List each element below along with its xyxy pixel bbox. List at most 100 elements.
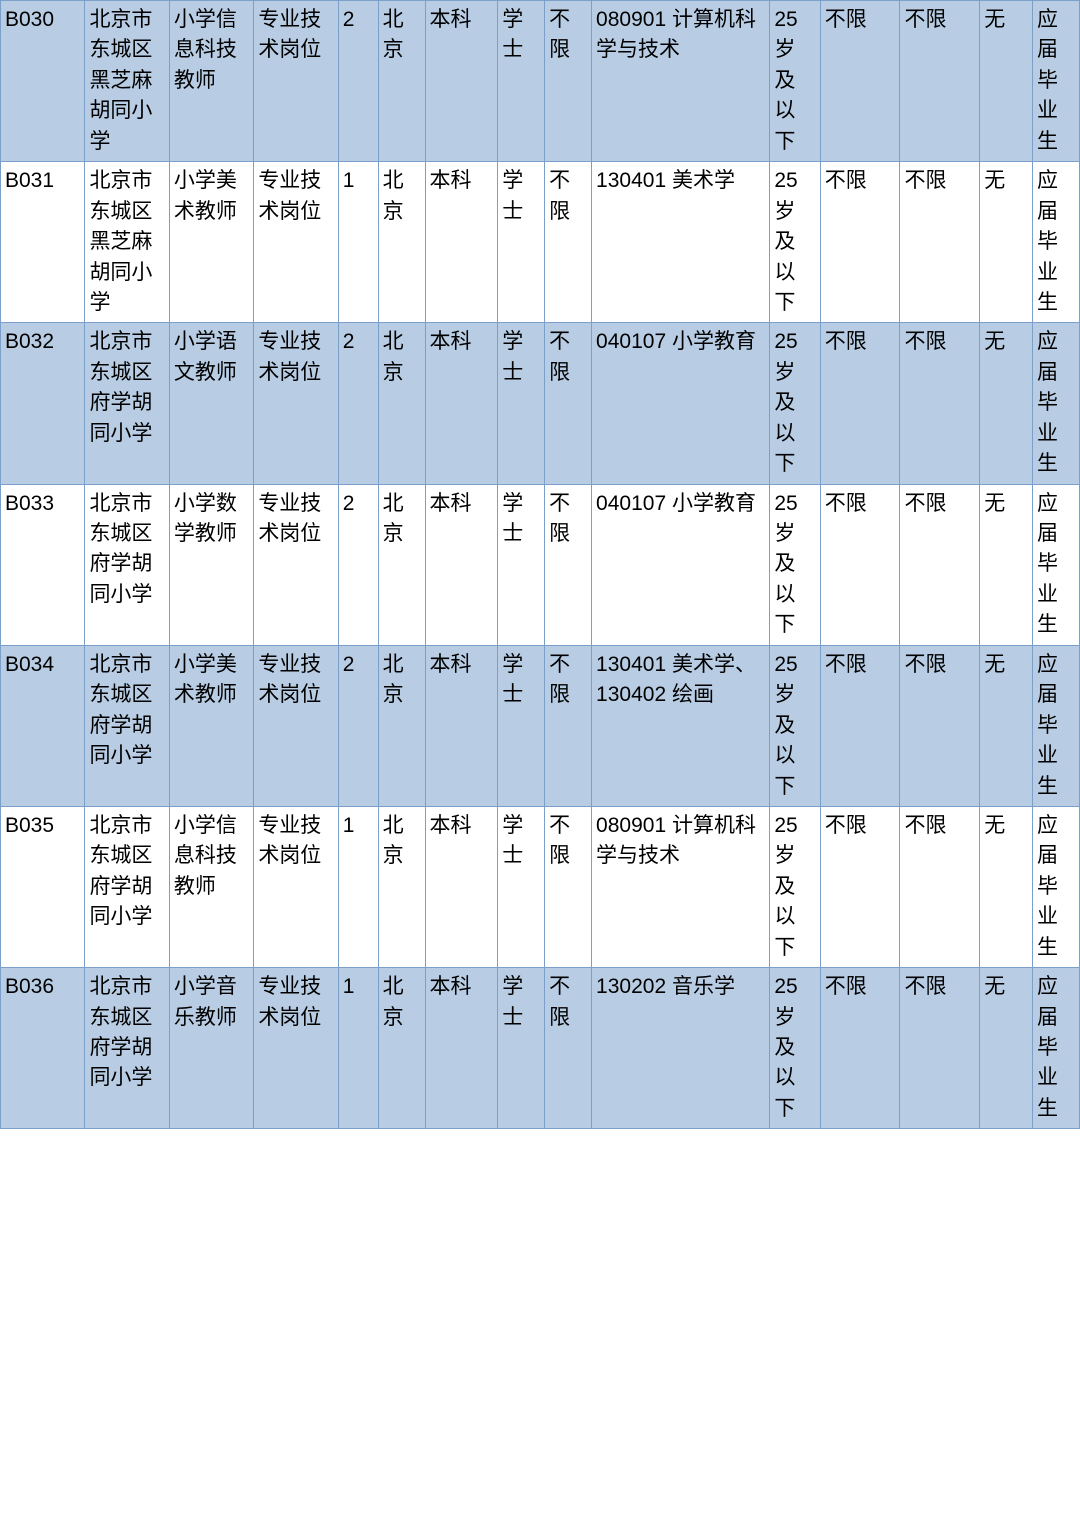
table-cell: 小学信息科技教师 — [169, 806, 253, 967]
table-cell: 25岁及以下 — [770, 162, 820, 323]
table-cell: 130202 音乐学 — [592, 968, 770, 1129]
table-cell: 本科 — [425, 162, 498, 323]
table-cell: 080901 计算机科学与技术 — [592, 806, 770, 967]
table-cell: 专业技术岗位 — [254, 968, 338, 1129]
table-cell: 北京 — [378, 484, 425, 645]
table-cell: B031 — [1, 162, 85, 323]
table-cell: 无 — [980, 323, 1033, 484]
table-cell: 不限 — [545, 806, 592, 967]
table-row: B031北京市东城区黑芝麻胡同小学小学美术教师专业技术岗位1北京本科学士不限13… — [1, 162, 1080, 323]
table-cell: 25岁及以下 — [770, 968, 820, 1129]
table-cell: 2 — [338, 323, 378, 484]
table-cell: 学士 — [498, 806, 545, 967]
table-cell: 不限 — [900, 806, 980, 967]
table-row: B032北京市东城区府学胡同小学小学语文教师专业技术岗位2北京本科学士不限040… — [1, 323, 1080, 484]
table-cell: B033 — [1, 484, 85, 645]
table-cell: B036 — [1, 968, 85, 1129]
table-cell: 小学语文教师 — [169, 323, 253, 484]
table-cell: 本科 — [425, 968, 498, 1129]
table-cell: 北京 — [378, 162, 425, 323]
table-cell: 学士 — [498, 1, 545, 162]
table-cell: 无 — [980, 162, 1033, 323]
table-cell: 无 — [980, 645, 1033, 806]
table-cell: 应届毕业生 — [1033, 806, 1080, 967]
table-cell: B030 — [1, 1, 85, 162]
table-cell: 学士 — [498, 968, 545, 1129]
table-cell: 不限 — [900, 968, 980, 1129]
table-cell: 不限 — [545, 162, 592, 323]
table-cell: 25岁及以下 — [770, 806, 820, 967]
table-cell: 不限 — [545, 1, 592, 162]
table-cell: 无 — [980, 968, 1033, 1129]
table-cell: 不限 — [545, 484, 592, 645]
table-cell: 2 — [338, 484, 378, 645]
recruitment-table: B030北京市东城区黑芝麻胡同小学小学信息科技教师专业技术岗位2北京本科学士不限… — [0, 0, 1080, 1129]
table-cell: 学士 — [498, 484, 545, 645]
table-cell: 不限 — [545, 323, 592, 484]
table-cell: 2 — [338, 645, 378, 806]
table-cell: 不限 — [820, 484, 900, 645]
table-cell: 北京市东城区府学胡同小学 — [85, 484, 169, 645]
table-cell: 不限 — [545, 645, 592, 806]
table-cell: 应届毕业生 — [1033, 162, 1080, 323]
table-cell: 25岁及以下 — [770, 645, 820, 806]
table-cell: 北京 — [378, 323, 425, 484]
table-cell: 不限 — [820, 968, 900, 1129]
table-cell: 北京市东城区黑芝麻胡同小学 — [85, 1, 169, 162]
table-cell: B035 — [1, 806, 85, 967]
table-cell: 应届毕业生 — [1033, 484, 1080, 645]
table-cell: 北京 — [378, 806, 425, 967]
table-cell: 无 — [980, 1, 1033, 162]
table-row: B035北京市东城区府学胡同小学小学信息科技教师专业技术岗位1北京本科学士不限0… — [1, 806, 1080, 967]
table-cell: 专业技术岗位 — [254, 1, 338, 162]
table-cell: 北京市东城区黑芝麻胡同小学 — [85, 162, 169, 323]
table-cell: 1 — [338, 806, 378, 967]
table-cell: 应届毕业生 — [1033, 323, 1080, 484]
table-cell: 小学美术教师 — [169, 645, 253, 806]
table-cell: 北京 — [378, 968, 425, 1129]
table-cell: 小学音乐教师 — [169, 968, 253, 1129]
table-cell: 学士 — [498, 645, 545, 806]
table-cell: 080901 计算机科学与技术 — [592, 1, 770, 162]
table-cell: 专业技术岗位 — [254, 162, 338, 323]
table-cell: 不限 — [900, 162, 980, 323]
table-cell: 本科 — [425, 323, 498, 484]
table-cell: B034 — [1, 645, 85, 806]
table-cell: 130401 美术学、130402 绘画 — [592, 645, 770, 806]
table-cell: 学士 — [498, 323, 545, 484]
table-cell: 不限 — [900, 484, 980, 645]
table-cell: 应届毕业生 — [1033, 968, 1080, 1129]
table-cell: 不限 — [820, 806, 900, 967]
table-cell: 不限 — [820, 323, 900, 484]
table-row: B034北京市东城区府学胡同小学小学美术教师专业技术岗位2北京本科学士不限130… — [1, 645, 1080, 806]
table-cell: 不限 — [900, 1, 980, 162]
table-cell: 不限 — [820, 1, 900, 162]
table-cell: 专业技术岗位 — [254, 645, 338, 806]
table-cell: 专业技术岗位 — [254, 323, 338, 484]
table-cell: 本科 — [425, 806, 498, 967]
table-row: B036北京市东城区府学胡同小学小学音乐教师专业技术岗位1北京本科学士不限130… — [1, 968, 1080, 1129]
table-cell: 25岁及以下 — [770, 1, 820, 162]
table-cell: 应届毕业生 — [1033, 1, 1080, 162]
table-cell: 北京 — [378, 1, 425, 162]
table-cell: 130401 美术学 — [592, 162, 770, 323]
table-cell: 不限 — [545, 968, 592, 1129]
table-cell: 北京 — [378, 645, 425, 806]
table-cell: 25岁及以下 — [770, 484, 820, 645]
table-cell: 不限 — [900, 645, 980, 806]
table-row: B033北京市东城区府学胡同小学小学数学教师专业技术岗位2北京本科学士不限040… — [1, 484, 1080, 645]
table-cell: 专业技术岗位 — [254, 484, 338, 645]
table-cell: 040107 小学教育 — [592, 323, 770, 484]
table-cell: 040107 小学教育 — [592, 484, 770, 645]
table-cell: 本科 — [425, 645, 498, 806]
table-cell: 小学美术教师 — [169, 162, 253, 323]
table-cell: 不限 — [820, 162, 900, 323]
table-cell: 北京市东城区府学胡同小学 — [85, 323, 169, 484]
table-cell: 无 — [980, 806, 1033, 967]
table-cell: 2 — [338, 1, 378, 162]
table-cell: 小学数学教师 — [169, 484, 253, 645]
table-cell: 北京市东城区府学胡同小学 — [85, 968, 169, 1129]
table-cell: 25岁及以下 — [770, 323, 820, 484]
table-cell: 不限 — [820, 645, 900, 806]
table-cell: 1 — [338, 968, 378, 1129]
